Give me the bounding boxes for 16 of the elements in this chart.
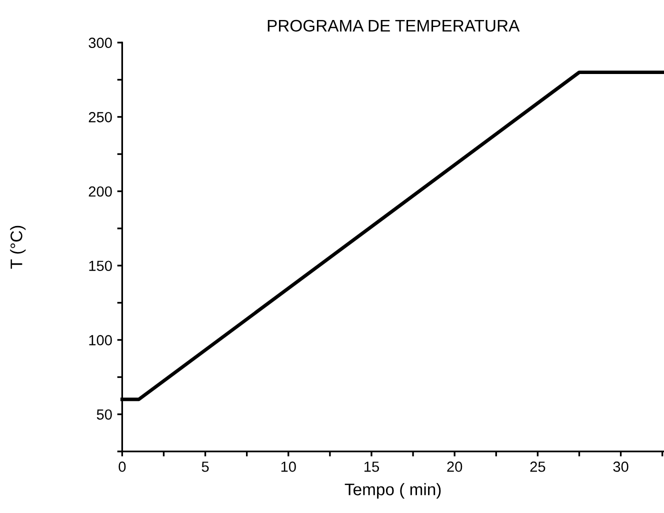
x-tick-label: 0 [118, 462, 126, 472]
x-tick-label: 15 [364, 462, 379, 472]
x-tick-label: 30 [613, 462, 628, 472]
y-tick-label: 250 [88, 112, 112, 122]
x-tick-label: 10 [281, 462, 296, 472]
x-tick-label: 25 [530, 462, 546, 472]
x-tick-label: 20 [447, 462, 462, 472]
x-axis-title: Tempo ( min) [344, 483, 441, 499]
y-axis-title: T (°C) [10, 226, 26, 269]
y-tick-label: 200 [88, 186, 112, 197]
y-tick-label: 300 [88, 38, 112, 48]
x-tick-label: 5 [202, 462, 209, 472]
y-tick-label: 50 [96, 409, 112, 420]
chart-title: PROGRAMA DE TEMPERATURA [268, 20, 520, 32]
y-tick-label: 100 [89, 335, 112, 346]
y-tick-label: 150 [89, 260, 112, 272]
